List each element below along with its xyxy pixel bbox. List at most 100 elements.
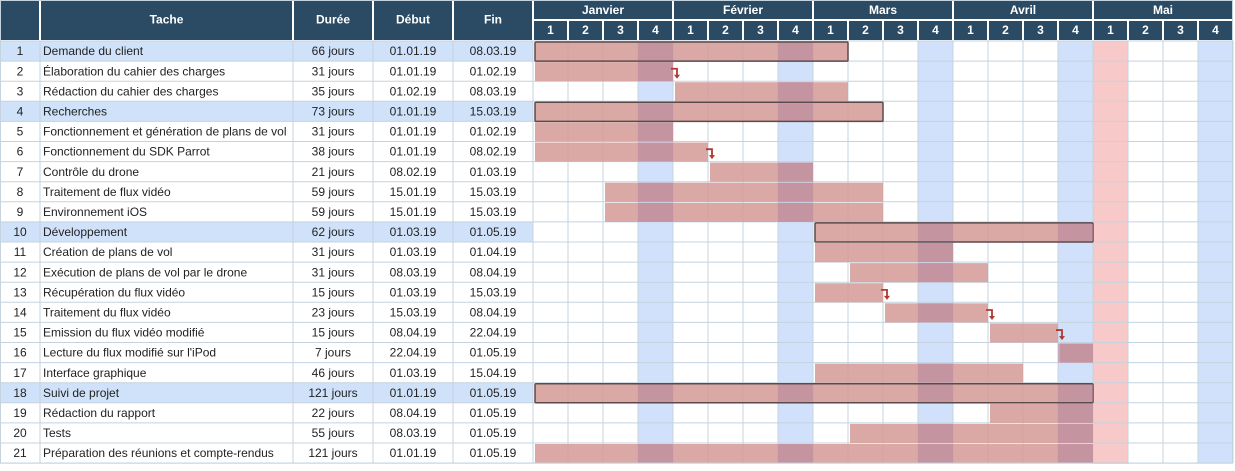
task-start-10: 01.03.19 xyxy=(390,225,437,239)
week-header-bg-2 xyxy=(604,21,637,40)
week-header-bg-3 xyxy=(639,21,672,40)
task-name-2: Élaboration du cahier des charges xyxy=(43,63,225,78)
task-duration-18: 121 jours xyxy=(308,386,357,400)
dependency-arrowhead-13 xyxy=(884,295,890,300)
week-label-3: 4 xyxy=(652,23,659,37)
week-label-10: 3 xyxy=(897,23,904,37)
week-header-bg-15 xyxy=(1059,21,1092,40)
task-end-10: 01.05.19 xyxy=(470,225,517,239)
month-header-bg-2 xyxy=(814,1,952,19)
task-start-18: 01.01.19 xyxy=(390,386,437,400)
task-bar-overlap-11-11 xyxy=(918,243,953,263)
highlight-week-column xyxy=(1092,40,1129,464)
task-name-15: Emission du flux vidéo modifié xyxy=(43,326,205,340)
task-end-9: 15.03.19 xyxy=(470,205,517,219)
week-header-bg-11 xyxy=(919,21,952,40)
task-duration-13: 15 jours xyxy=(312,285,355,299)
week-label-17: 2 xyxy=(1142,23,1149,37)
week-label-19: 4 xyxy=(1212,23,1219,37)
task-end-20: 01.05.19 xyxy=(470,426,517,440)
task-id-10: 10 xyxy=(13,225,27,239)
task-id-2: 2 xyxy=(17,64,24,78)
task-name-13: Récupération du flux vidéo xyxy=(43,285,185,299)
task-start-20: 08.03.19 xyxy=(390,426,437,440)
task-duration-12: 31 jours xyxy=(312,265,355,279)
task-start-5: 01.01.19 xyxy=(390,125,437,139)
task-start-2: 01.01.19 xyxy=(390,64,437,78)
task-bar-overlap-18-7 xyxy=(778,384,813,402)
task-duration-14: 23 jours xyxy=(312,306,355,320)
week-header-bg-13 xyxy=(989,21,1022,40)
task-bar-overlap-18-3 xyxy=(638,384,673,402)
task-name-14: Traitement du flux vidéo xyxy=(43,306,171,320)
dependency-arrow-13 xyxy=(881,288,888,298)
week-header-bg-8 xyxy=(814,21,847,40)
week-label-13: 2 xyxy=(1002,23,1009,37)
task-bar-overlap-9-3 xyxy=(638,202,673,222)
task-start-9: 15.01.19 xyxy=(390,205,437,219)
column-header-3: Début xyxy=(396,13,430,27)
task-bar-overlap-21-7 xyxy=(778,444,813,464)
task-id-4: 4 xyxy=(17,105,24,119)
week-label-9: 2 xyxy=(862,23,869,37)
task-bar-overlap-21-11 xyxy=(918,444,953,464)
task-end-16: 01.05.19 xyxy=(470,346,517,360)
task-id-19: 19 xyxy=(13,406,27,420)
task-bar-overlap-4-7 xyxy=(778,103,813,121)
task-bar-6 xyxy=(535,142,708,162)
dependency-arrow-14 xyxy=(986,309,993,318)
task-bar-overlap-3-7 xyxy=(778,82,813,102)
month-header-bg-1 xyxy=(674,1,812,19)
task-duration-11: 31 jours xyxy=(312,245,355,259)
month-label-2: Mars xyxy=(869,3,897,17)
task-name-9: Environnement iOS xyxy=(43,205,147,219)
header-cell-3 xyxy=(374,1,452,40)
dependency-arrow-6 xyxy=(706,148,713,158)
task-id-9: 9 xyxy=(17,205,24,219)
task-id-12: 12 xyxy=(13,265,27,279)
task-bar-1 xyxy=(534,41,849,62)
task-name-17: Interface graphique xyxy=(43,366,147,380)
task-name-5: Fonctionnement et génération de plans de… xyxy=(43,125,287,139)
task-bar-9 xyxy=(605,202,883,222)
task-duration-9: 59 jours xyxy=(312,205,355,219)
task-bar-overlap-18-11 xyxy=(918,384,953,402)
task-bar-overlap-16-15 xyxy=(1058,343,1093,363)
task-bar-21 xyxy=(535,444,1093,464)
task-name-16: Lecture du flux modifié sur l'iPod xyxy=(43,346,216,360)
week-header-bg-19 xyxy=(1199,21,1232,40)
task-duration-7: 21 jours xyxy=(312,165,355,179)
week-label-15: 4 xyxy=(1072,23,1079,37)
week-header-bg-12 xyxy=(954,21,987,40)
task-bar-overlap-19-15 xyxy=(1058,403,1093,423)
week-label-8: 1 xyxy=(827,23,834,37)
task-id-18: 18 xyxy=(13,386,27,400)
month-label-1: Février xyxy=(723,3,763,17)
task-bar-overlap-7-7 xyxy=(778,162,813,182)
task-end-21: 01.05.19 xyxy=(470,446,517,460)
header-cell-1 xyxy=(41,1,292,40)
week-label-16: 1 xyxy=(1107,23,1114,37)
task-start-15: 08.04.19 xyxy=(390,326,437,340)
task-bar-overlap-20-11 xyxy=(918,423,953,443)
week-header-bg-1 xyxy=(569,21,602,40)
summary-row-bg-4 xyxy=(0,101,533,122)
task-duration-19: 22 jours xyxy=(312,406,355,420)
month-label-4: Mai xyxy=(1153,3,1173,17)
task-id-5: 5 xyxy=(17,125,24,139)
task-name-1: Demande du client xyxy=(43,44,144,58)
summary-row-bg-10 xyxy=(0,221,533,242)
task-end-17: 15.04.19 xyxy=(470,366,517,380)
task-bar-13 xyxy=(815,283,883,303)
task-bar-overlap-8-7 xyxy=(778,182,813,202)
task-end-8: 15.03.19 xyxy=(470,185,517,199)
task-id-17: 17 xyxy=(13,366,27,380)
week-header-bg-6 xyxy=(744,21,777,40)
task-bar-overlap-8-3 xyxy=(638,182,673,202)
week-label-5: 2 xyxy=(722,23,729,37)
dependency-arrow-15 xyxy=(1056,329,1063,339)
task-duration-5: 31 jours xyxy=(312,125,355,139)
week-label-1: 2 xyxy=(582,23,589,37)
task-duration-8: 59 jours xyxy=(312,185,355,199)
